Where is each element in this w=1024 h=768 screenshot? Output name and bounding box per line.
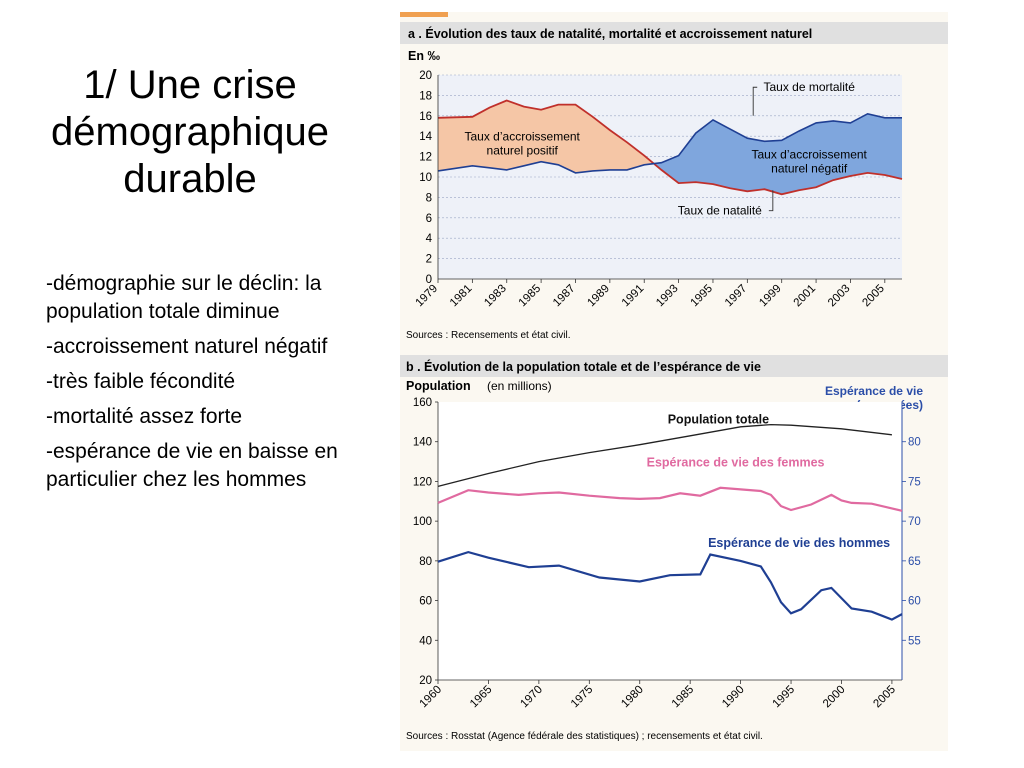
corner-tab-mark	[400, 12, 448, 17]
birth-rate-annotation: Taux de natalité	[678, 204, 762, 218]
chart-a-y-tick-label: 12	[419, 152, 432, 164]
chart-b-y2-label: Espérance de vie	[825, 384, 923, 398]
death-rate-line	[437, 112, 902, 174]
chart-b-y2-tick-label: 55	[908, 635, 921, 647]
chart-b-y2-tick-label: 75	[908, 476, 921, 488]
chart-a-x-tick-label: 2003	[826, 283, 853, 310]
female-series-label: Espérance de vie des femmes	[647, 456, 825, 470]
chart-a-x-tick-label: 1983	[482, 283, 509, 310]
figure-svg: a . Évolution des taux de natalité, mort…	[400, 12, 948, 742]
chart-a-x-tick-label: 1985	[517, 283, 544, 310]
chart-b-x-tick-label: 1980	[619, 684, 646, 711]
chart-b-x-tick-label: 1960	[418, 684, 445, 711]
chart-a-x-tick-label: 1991	[620, 283, 647, 310]
slide-title-line: démographique	[51, 110, 329, 154]
chart-b-y-tick-label: 160	[413, 397, 432, 409]
chart-b-plot-area	[438, 402, 902, 680]
chart-b-x-tick-label: 2000	[821, 684, 848, 711]
population-line	[437, 423, 892, 488]
slide-title-line: 1/ Une crise	[83, 63, 297, 107]
positive-increase-annotation: Taux d’accroissement	[465, 129, 581, 143]
bullet-item: -démographie sur le déclin: la populatio…	[46, 272, 322, 323]
negative-increase-annotation: naturel négatif	[771, 162, 848, 176]
chart-b-x-tick-label: 1975	[569, 684, 596, 711]
chart-a-source: Sources : Recensements et état civil.	[406, 330, 571, 341]
chart-a-x-tick-label: 1981	[448, 283, 475, 310]
chart-b-source: Sources : Rosstat (Agence fédérale des s…	[406, 731, 763, 742]
chart-b-x-tick-label: 2005	[871, 684, 898, 711]
chart-a-y-tick-label: 8	[426, 192, 432, 204]
chart-b-title: b . Évolution de la population totale et…	[406, 359, 761, 374]
chart-a-x-tick-label: 2005	[860, 283, 887, 310]
chart-b-header-band	[400, 355, 948, 377]
chart-a-y-tick-label: 16	[419, 111, 432, 123]
negative-increase-annotation: Taux d’accroissement	[752, 148, 868, 162]
birth-rate-line	[437, 99, 903, 196]
death-rate-leader-line	[752, 86, 758, 116]
chart-a-y-tick-label: 14	[419, 131, 432, 143]
chart-b-y2-tick-label: 65	[908, 556, 921, 568]
chart-a-x-tick-label: 1979	[414, 283, 441, 310]
bullet-list: -démographie sur le déclin: la populatio…	[46, 270, 366, 501]
chart-a-y-tick-label: 0	[426, 274, 432, 286]
bullet-item: -espérance de vie en baisse en particuli…	[46, 440, 338, 491]
chart-b-y-tick-label: 60	[419, 596, 432, 608]
chart-a-header-band	[400, 22, 948, 44]
chart-b-y-tick-label: 20	[419, 675, 432, 687]
chart-a-x-tick-label: 1989	[585, 283, 612, 310]
chart-b-y-tick-label: 40	[419, 635, 432, 647]
chart-b-y-label: Population	[406, 379, 471, 393]
chart-b-x-tick-label: 1965	[468, 684, 495, 711]
female-life-expectancy-line	[437, 486, 903, 512]
figure-panel: a . Évolution des taux de natalité, mort…	[400, 12, 948, 751]
chart-b-y-tick-label: 80	[419, 556, 432, 568]
slide-title-line: durable	[123, 157, 257, 201]
chart-a-y-tick-label: 10	[419, 172, 432, 184]
chart-b-x-tick-label: 1990	[720, 684, 747, 711]
chart-a-x-tick-label: 1987	[551, 283, 578, 310]
positive-increase-annotation: naturel positif	[487, 143, 559, 157]
male-life-expectancy-line	[437, 550, 903, 621]
chart-a-x-tick-label: 2001	[792, 283, 819, 310]
chart-b-y2-tick-label: 70	[908, 516, 921, 528]
population-series-label: Population totale	[668, 413, 769, 427]
chart-a-y-tick-label: 18	[419, 90, 432, 102]
chart-b-y2-tick-label: 60	[908, 596, 921, 608]
chart-b-y-tick-label: 100	[413, 516, 432, 528]
chart-a-y-tick-label: 4	[426, 233, 433, 245]
chart-b-x-tick-label: 1985	[670, 684, 697, 711]
chart-b-y-unit: (en millions)	[487, 379, 552, 393]
male-series-label: Espérance de vie des hommes	[708, 536, 890, 550]
chart-a-y-tick-label: 20	[419, 70, 432, 82]
bullet-item: -mortalité assez forte	[46, 405, 243, 428]
bullet-item: -accroissement naturel négatif	[46, 335, 328, 358]
chart-a-x-tick-label: 1999	[757, 283, 784, 310]
chart-b-y-tick-label: 140	[413, 437, 432, 449]
natural-increase-negative-area	[652, 113, 902, 195]
chart-b-x-tick-label: 1995	[771, 684, 798, 711]
chart-a-x-tick-label: 1993	[654, 283, 681, 310]
chart-b-y-tick-label: 120	[413, 476, 432, 488]
chart-b-x-tick-label: 1970	[518, 684, 545, 711]
chart-a-x-tick-label: 1997	[723, 283, 750, 310]
chart-a-title: a . Évolution des taux de natalité, mort…	[408, 26, 812, 41]
chart-a-unit-label: En ‰	[408, 49, 440, 63]
birth-rate-leader-line	[768, 190, 774, 212]
bullet-item: -très faible fécondité	[46, 370, 236, 393]
chart-a-y-tick-label: 2	[426, 254, 432, 266]
chart-b-y2-tick-label: 80	[908, 437, 921, 449]
natural-increase-positive-area	[438, 100, 653, 173]
chart-a-x-tick-label: 1995	[689, 283, 716, 310]
chart-a-y-tick-label: 6	[426, 213, 432, 225]
slide-title: 1/ Une crise démographique durable	[20, 62, 360, 203]
death-rate-annotation: Taux de mortalité	[764, 80, 856, 94]
